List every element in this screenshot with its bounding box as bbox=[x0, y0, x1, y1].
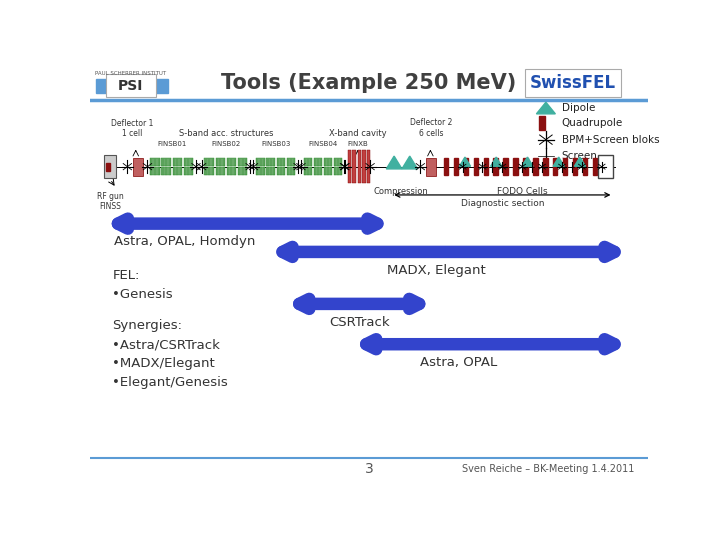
Bar bbox=[582, 158, 588, 175]
Text: Dipole: Dipole bbox=[562, 103, 595, 113]
Bar bbox=[276, 158, 285, 166]
Polygon shape bbox=[459, 157, 471, 166]
Bar bbox=[348, 150, 351, 183]
Text: Synergies:
•Astra/CSRTrack
•MADX/Elegant
•Elegant/Genesis: Synergies: •Astra/CSRTrack •MADX/Elegant… bbox=[112, 319, 228, 389]
Bar bbox=[150, 158, 160, 166]
Text: Compression: Compression bbox=[374, 187, 428, 195]
Text: CSRTrack: CSRTrack bbox=[329, 315, 390, 328]
Bar bbox=[184, 158, 193, 166]
Text: FINSB01: FINSB01 bbox=[157, 141, 186, 147]
Bar bbox=[106, 75, 156, 97]
Bar bbox=[352, 150, 356, 183]
Text: X-band cavity: X-band cavity bbox=[329, 130, 387, 138]
Bar bbox=[314, 167, 322, 175]
Polygon shape bbox=[536, 102, 555, 114]
Bar bbox=[184, 167, 193, 175]
Polygon shape bbox=[553, 157, 564, 166]
Text: RF gun
FINSS: RF gun FINSS bbox=[96, 192, 123, 211]
Bar bbox=[215, 158, 225, 166]
Polygon shape bbox=[522, 157, 533, 166]
Polygon shape bbox=[575, 157, 585, 166]
Bar bbox=[314, 158, 322, 166]
Bar bbox=[276, 167, 285, 175]
Bar bbox=[426, 158, 436, 176]
Bar bbox=[104, 155, 116, 178]
Text: Quadrupole: Quadrupole bbox=[562, 118, 623, 128]
Bar bbox=[173, 158, 182, 166]
Polygon shape bbox=[490, 157, 502, 166]
Bar bbox=[523, 158, 528, 175]
Bar bbox=[238, 167, 248, 175]
Text: Sven Reiche – BK-Meeting 1.4.2011: Sven Reiche – BK-Meeting 1.4.2011 bbox=[462, 464, 634, 474]
Bar bbox=[484, 158, 488, 175]
Bar bbox=[96, 78, 168, 93]
Bar bbox=[362, 150, 366, 183]
Bar bbox=[215, 167, 225, 175]
Bar bbox=[539, 116, 545, 130]
Bar bbox=[287, 158, 295, 166]
Text: Astra, OPAL, Homdyn: Astra, OPAL, Homdyn bbox=[114, 235, 256, 248]
Bar bbox=[227, 158, 236, 166]
Bar bbox=[334, 158, 342, 166]
Bar bbox=[324, 158, 332, 166]
Text: 3: 3 bbox=[364, 462, 374, 476]
Text: Tools (Example 250 MeV): Tools (Example 250 MeV) bbox=[221, 73, 517, 93]
Text: FODO Cells: FODO Cells bbox=[497, 187, 548, 195]
Bar bbox=[593, 158, 597, 175]
Text: FINSB04: FINSB04 bbox=[308, 141, 338, 147]
Text: BPM+Screen bloks: BPM+Screen bloks bbox=[562, 134, 659, 145]
Bar bbox=[204, 167, 214, 175]
Bar bbox=[553, 158, 557, 175]
Text: Screen: Screen bbox=[562, 151, 598, 161]
Text: S-band acc. structures: S-band acc. structures bbox=[179, 129, 274, 138]
Text: SwissFEL: SwissFEL bbox=[530, 74, 616, 92]
Bar bbox=[256, 167, 265, 175]
Bar bbox=[204, 158, 214, 166]
Bar bbox=[454, 158, 458, 175]
Bar bbox=[493, 158, 498, 175]
Bar bbox=[266, 158, 275, 166]
Bar bbox=[334, 167, 342, 175]
Bar bbox=[173, 167, 182, 175]
Bar bbox=[474, 158, 478, 175]
Text: Deflector 2
6 cells: Deflector 2 6 cells bbox=[410, 118, 453, 138]
Text: FINXB: FINXB bbox=[348, 141, 368, 147]
Bar bbox=[266, 167, 275, 175]
Bar bbox=[256, 158, 265, 166]
Bar bbox=[503, 158, 508, 175]
Bar bbox=[324, 167, 332, 175]
Bar bbox=[598, 155, 613, 178]
Bar bbox=[464, 158, 468, 175]
Text: Diagnostic section: Diagnostic section bbox=[462, 199, 544, 208]
Bar bbox=[287, 167, 295, 175]
Bar bbox=[513, 158, 518, 175]
Bar bbox=[534, 158, 538, 175]
Bar bbox=[444, 158, 449, 175]
Text: FINSB02: FINSB02 bbox=[211, 141, 240, 147]
Bar bbox=[304, 158, 312, 166]
Bar bbox=[573, 158, 577, 175]
Text: PAUL SCHERRER INSTITUT: PAUL SCHERRER INSTITUT bbox=[95, 71, 166, 77]
Text: Deflector 1
1 cell: Deflector 1 1 cell bbox=[111, 119, 153, 138]
Bar bbox=[543, 158, 548, 175]
Bar bbox=[366, 150, 370, 183]
Text: Astra, OPAL: Astra, OPAL bbox=[420, 356, 497, 369]
Bar bbox=[161, 167, 171, 175]
Bar bbox=[563, 158, 567, 175]
Text: MADX, Elegant: MADX, Elegant bbox=[387, 264, 485, 276]
Bar bbox=[150, 167, 160, 175]
Bar bbox=[238, 158, 248, 166]
Text: PSI: PSI bbox=[118, 79, 143, 92]
Text: FEL:
•Genesis: FEL: •Genesis bbox=[112, 269, 173, 301]
Bar bbox=[161, 158, 171, 166]
Bar bbox=[106, 163, 110, 171]
Bar bbox=[227, 167, 236, 175]
Bar bbox=[133, 158, 143, 176]
Text: FINSB03: FINSB03 bbox=[261, 141, 290, 147]
Bar bbox=[304, 167, 312, 175]
Polygon shape bbox=[402, 156, 418, 169]
Bar bbox=[358, 150, 361, 183]
Polygon shape bbox=[387, 156, 402, 169]
